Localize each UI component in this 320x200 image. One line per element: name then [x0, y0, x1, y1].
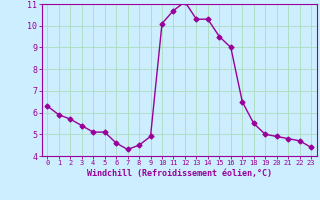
X-axis label: Windchill (Refroidissement éolien,°C): Windchill (Refroidissement éolien,°C)	[87, 169, 272, 178]
